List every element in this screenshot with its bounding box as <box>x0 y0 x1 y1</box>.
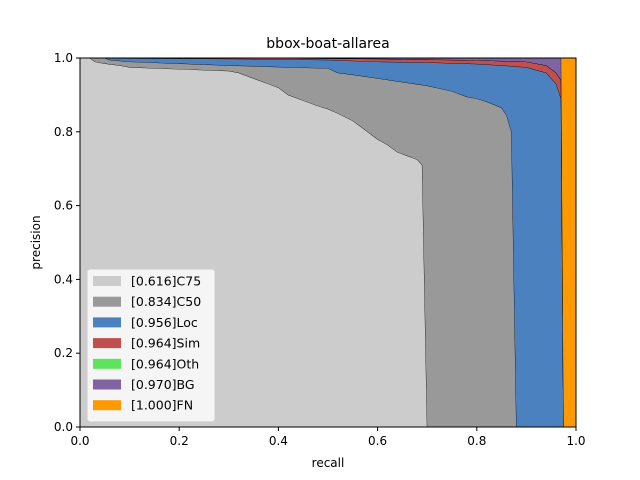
legend-swatch <box>93 317 121 328</box>
chart-title: bbox-boat-allarea <box>266 36 389 52</box>
y-tick-label: 0.8 <box>54 125 73 139</box>
y-axis-title: precision <box>29 215 43 269</box>
legend-swatch <box>93 379 121 390</box>
x-tick-label: 1.0 <box>566 434 585 448</box>
legend-swatch <box>93 400 121 411</box>
x-tick-label: 0.8 <box>467 434 486 448</box>
legend-swatch <box>93 296 121 307</box>
y-tick-label: 0.6 <box>54 199 73 213</box>
y-axis: 0.0 0.2 0.4 0.6 0.8 1.0 <box>54 51 80 434</box>
legend-swatch <box>93 338 121 349</box>
y-tick-label: 1.0 <box>54 51 73 65</box>
y-tick-label: 0.4 <box>54 272 73 286</box>
legend-swatch <box>93 358 121 369</box>
legend-swatch <box>93 276 121 286</box>
legend-label: [1.000]FN <box>131 398 193 413</box>
legend-label: [0.834]C50 <box>131 294 201 309</box>
x-axis-title: recall <box>312 456 345 470</box>
x-axis: 0.0 0.2 0.4 0.6 0.8 1.0 <box>70 427 586 448</box>
x-tick-label: 0.6 <box>368 434 387 448</box>
legend-label: [0.956]Loc <box>131 315 198 330</box>
y-tick-label: 0.2 <box>54 346 73 360</box>
area-0-956-loc <box>80 58 564 427</box>
legend-label: [0.616]C75 <box>131 274 201 289</box>
legend-label: [0.964]Oth <box>131 356 199 371</box>
legend: [0.616]C75 [0.834]C50 [0.956]Loc [0.964]Sim… <box>86 268 216 423</box>
plot-frame <box>79 57 577 428</box>
x-tick-label: 0.0 <box>70 434 89 448</box>
legend-label: [0.964]Sim <box>131 336 200 351</box>
area-0-834-c50 <box>80 58 517 427</box>
y-tick-label: 0.0 <box>54 420 73 434</box>
legend-label: [0.970]BG <box>131 377 195 392</box>
x-tick-label: 0.2 <box>170 434 189 448</box>
x-tick-label: 0.4 <box>269 434 288 448</box>
